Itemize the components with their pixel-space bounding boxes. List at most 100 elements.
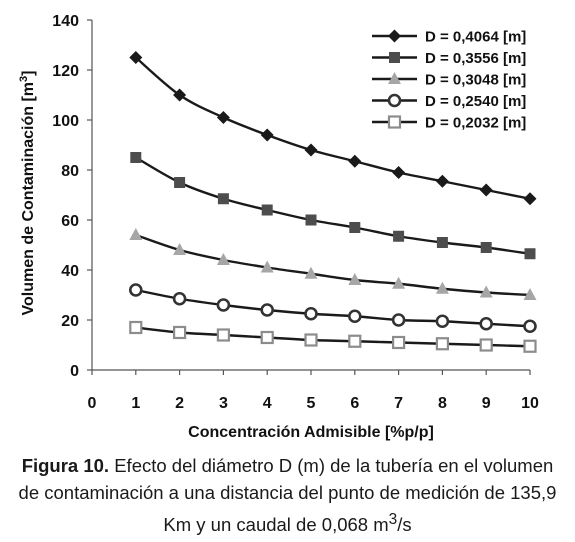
data-point xyxy=(216,298,231,312)
x-axis-label: Concentración Admisible [%p/p] xyxy=(188,424,434,441)
legend-label: D = 0,3556 [m] xyxy=(425,50,526,67)
data-point xyxy=(391,313,406,327)
x-tick-label: 0 xyxy=(88,395,97,412)
data-point xyxy=(348,273,362,285)
series-line xyxy=(135,326,531,348)
y-axis-label-text: Volumen de Contaminación [m xyxy=(20,82,37,316)
figure-caption: Figura 10. Efecto del diámetro D (m) de … xyxy=(10,452,565,538)
legend-marker xyxy=(387,93,402,108)
data-point xyxy=(347,309,362,324)
chart: 0 20 40 60 80 100 120 140 0 1 2 3 4 5 6 7 8 9 10 D = 0,406… xyxy=(18,13,539,441)
data-point xyxy=(129,51,143,64)
series-layer xyxy=(129,51,537,353)
data-point xyxy=(260,330,274,345)
x-tick-label: 6 xyxy=(350,395,359,412)
legend-label: D = 0,2540 [m] xyxy=(425,93,526,110)
x-tick-label: 10 xyxy=(521,395,539,412)
data-point xyxy=(435,174,449,188)
data-point xyxy=(479,285,493,298)
x-tick-label: 2 xyxy=(175,395,184,412)
caption-unit-sup: 3 xyxy=(388,511,398,528)
legend-label: D = 0,2032 [m] xyxy=(425,115,526,132)
data-point xyxy=(260,303,275,317)
data-point xyxy=(523,339,537,353)
caption-unit-end: /s xyxy=(397,514,412,536)
data-point xyxy=(173,325,187,340)
y-axis-label-end: ] xyxy=(20,71,37,76)
y-tick-label: 20 xyxy=(61,313,79,330)
data-point xyxy=(348,154,362,168)
data-point xyxy=(217,193,229,205)
data-point xyxy=(392,276,406,289)
y-tick-label: 120 xyxy=(52,63,79,80)
legend-marker xyxy=(388,29,401,43)
y-tick-label: 80 xyxy=(61,163,79,180)
data-point xyxy=(392,335,406,350)
data-point xyxy=(173,243,187,255)
data-point xyxy=(435,314,450,329)
x-tick-label: 1 xyxy=(131,395,140,412)
legend-marker xyxy=(389,52,400,63)
legend-marker xyxy=(388,72,401,84)
data-point xyxy=(304,143,318,157)
figure-label: Figura 10. xyxy=(21,455,110,476)
y-tick-label: 140 xyxy=(52,13,79,30)
data-point xyxy=(130,152,142,163)
legend-item: D = 0,2032 [m] xyxy=(372,115,526,132)
data-point xyxy=(523,319,537,334)
data-point xyxy=(480,242,492,253)
tick-labels: 0 20 40 60 80 100 120 140 0 1 2 3 4 5 6 7 8 9 10 xyxy=(52,13,539,412)
data-point xyxy=(304,333,318,347)
x-tick-label: 7 xyxy=(394,395,403,412)
legend-item: D = 0,3556 [m] xyxy=(372,50,526,67)
data-point xyxy=(349,222,361,233)
legend-item: D = 0,2540 [m] xyxy=(372,93,526,110)
data-point xyxy=(436,237,448,248)
legend: D = 0,4064 [m] D = 0,3556 [m] D = 0,3048 [… xyxy=(372,29,526,132)
series-line xyxy=(135,233,531,297)
series-line xyxy=(135,288,531,328)
data-point xyxy=(304,306,318,321)
legend-item: D = 0,4064 [m] xyxy=(372,29,526,46)
data-point xyxy=(479,338,493,352)
y-tick-label: 60 xyxy=(61,213,79,230)
data-point xyxy=(479,316,494,331)
x-tick-label: 5 xyxy=(307,395,316,412)
data-point xyxy=(435,337,449,351)
data-point xyxy=(524,248,536,260)
data-point xyxy=(348,334,362,348)
legend-item: D = 0,3048 [m] xyxy=(372,72,526,89)
data-point xyxy=(174,177,186,188)
legend-label: D = 0,3048 [m] xyxy=(425,72,526,89)
series-5 xyxy=(129,320,537,353)
y-axis-label-sup: 3 xyxy=(18,76,30,82)
data-point xyxy=(172,291,187,306)
series-line xyxy=(135,156,531,255)
data-point xyxy=(260,260,274,273)
data-point xyxy=(393,230,405,242)
x-tick-label: 4 xyxy=(263,395,272,412)
data-point xyxy=(392,166,406,179)
series-4 xyxy=(129,283,537,334)
data-point xyxy=(523,288,537,300)
x-tick-label: 9 xyxy=(482,395,491,412)
data-point xyxy=(216,253,230,265)
series-3 xyxy=(129,228,537,300)
y-tick-label: 0 xyxy=(70,363,79,380)
series-1 xyxy=(129,51,537,206)
data-point xyxy=(216,328,230,342)
caption-text: Efecto del diámetro D (m) de la tubería … xyxy=(18,455,557,536)
x-tick-label: 8 xyxy=(438,395,447,412)
data-point xyxy=(173,88,187,102)
legend-label: D = 0,4064 [m] xyxy=(425,29,526,46)
y-tick-label: 100 xyxy=(52,113,79,130)
data-point xyxy=(261,204,273,216)
data-point xyxy=(260,128,274,142)
x-tick-label: 3 xyxy=(219,395,228,412)
data-point xyxy=(479,183,493,197)
y-tick-label: 40 xyxy=(61,263,79,280)
data-point xyxy=(304,266,318,279)
y-axis-label: Volumen de Contaminación [m3] xyxy=(18,71,37,316)
legend-marker xyxy=(387,115,402,129)
data-point xyxy=(129,283,143,297)
